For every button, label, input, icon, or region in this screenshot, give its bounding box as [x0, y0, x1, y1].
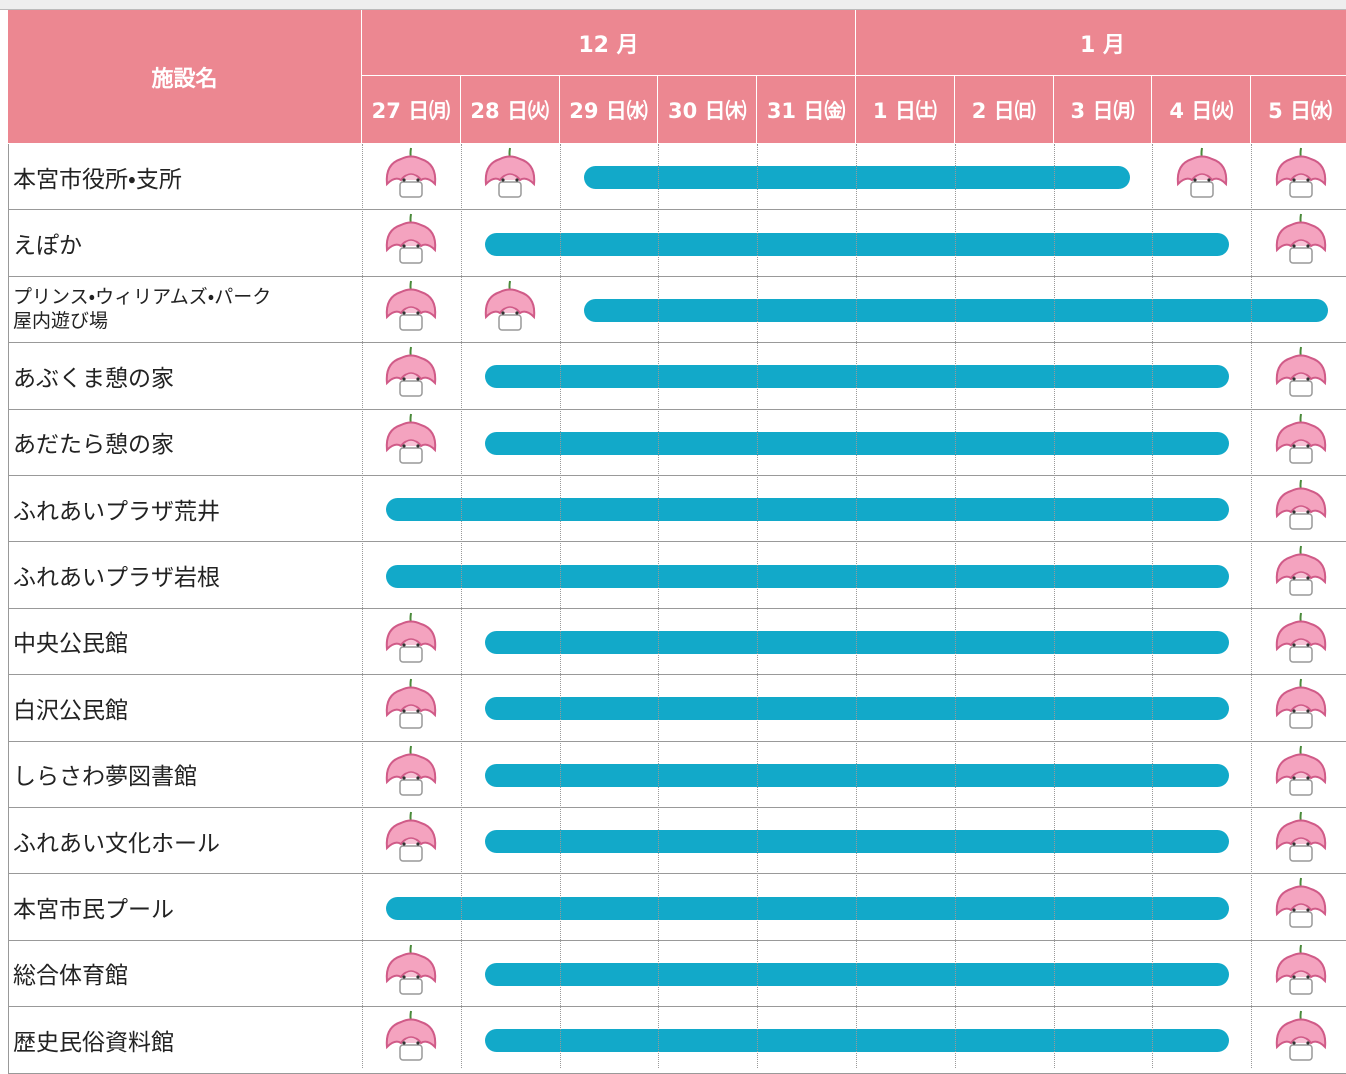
closed-icon	[1271, 345, 1331, 405]
closed-icon	[381, 1009, 441, 1069]
closed-icon	[1271, 810, 1331, 870]
column-line	[1152, 144, 1153, 1068]
open-bar	[386, 897, 1229, 920]
closed-icon	[1172, 146, 1232, 206]
closed-icon	[1271, 146, 1331, 206]
closed-icon	[1271, 876, 1331, 936]
facility-name: 本宮市民プール	[8, 874, 362, 940]
header-day: 3 日㈪	[1054, 76, 1153, 144]
column-line	[1251, 144, 1252, 1068]
closed-icon	[381, 744, 441, 804]
header-month: 12 月	[362, 10, 856, 76]
column-line	[757, 144, 758, 1068]
closed-icon	[381, 611, 441, 671]
closed-icon	[1271, 943, 1331, 1003]
column-line	[461, 144, 462, 1068]
header-day: 30 日㈭	[658, 76, 757, 144]
closed-icon	[1271, 212, 1331, 272]
facility-name: 中央公民館	[8, 609, 362, 675]
open-bar	[386, 565, 1229, 588]
facility-name: 歴史民俗資料館	[8, 1007, 362, 1073]
header-day: 27 日㈪	[362, 76, 461, 144]
page: 施設名12 月1 月 27 日㈪28 日㈫29 日㈬30 日㈭31 日㈮1 日㈯2…	[0, 0, 1346, 1068]
facility-name: 総合体育館	[8, 941, 362, 1007]
closed-icon	[381, 146, 441, 206]
closed-icon	[1271, 677, 1331, 737]
column-line	[1054, 144, 1055, 1068]
facility-name: ふれあい文化ホール	[8, 808, 362, 874]
header-day: 31 日㈮	[757, 76, 856, 144]
closed-icon	[381, 810, 441, 870]
facility-name: えぽか	[8, 210, 362, 276]
column-line	[560, 144, 561, 1068]
header-day: 1 日㈯	[856, 76, 955, 144]
facility-name: 白沢公民館	[8, 675, 362, 741]
closed-icon	[480, 279, 540, 339]
facility-name: 本宮市役所・支所	[8, 144, 362, 210]
header-facility: 施設名	[8, 10, 362, 144]
header-day: 5 日㈬	[1251, 76, 1346, 144]
facility-name: あだたら憩の家	[8, 410, 362, 476]
closed-icon	[480, 146, 540, 206]
closed-icon	[1271, 412, 1331, 472]
top-strip	[0, 0, 1346, 10]
closed-icon	[381, 677, 441, 737]
facility-name: しらさわ夢図書館	[8, 742, 362, 808]
facility-name: プリンス・ウィリアムズ・パーク 屋内遊び場	[8, 277, 362, 343]
closed-icon	[381, 345, 441, 405]
header-day: 2 日㈰	[955, 76, 1054, 144]
closed-icon	[381, 412, 441, 472]
column-line	[955, 144, 956, 1068]
closed-icon	[1271, 478, 1331, 538]
open-bar	[386, 498, 1229, 521]
closed-icon	[1271, 611, 1331, 671]
column-line	[658, 144, 659, 1068]
column-line	[362, 144, 363, 1068]
closed-icon	[1271, 544, 1331, 604]
closed-icon	[381, 279, 441, 339]
closed-icon	[1271, 1009, 1331, 1069]
header-day: 28 日㈫	[461, 76, 560, 144]
facility-name: あぶくま憩の家	[8, 343, 362, 409]
closed-icon	[1271, 744, 1331, 804]
header-month: 1 月	[856, 10, 1346, 76]
header-day: 4 日㈫	[1152, 76, 1251, 144]
facility-name: ふれあいプラザ荒井	[8, 476, 362, 542]
closed-icon	[381, 212, 441, 272]
header-day: 29 日㈬	[560, 76, 659, 144]
column-line	[856, 144, 857, 1068]
facility-name: ふれあいプラザ岩根	[8, 542, 362, 608]
closed-icon	[381, 943, 441, 1003]
